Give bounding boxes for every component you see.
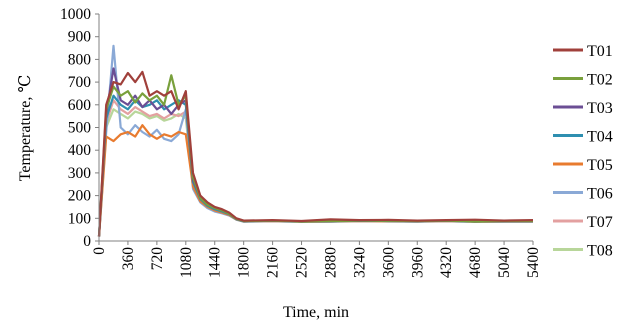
x-tick-label: 5040 bbox=[496, 247, 513, 278]
x-tick-label: 1800 bbox=[236, 247, 253, 278]
tick-labels: 0 100 200 300 400 500 600 700 800 900 1000 0 360 720 1… bbox=[60, 6, 542, 278]
legend-label: T04 bbox=[587, 129, 613, 146]
series-line-t04 bbox=[97, 94, 533, 237]
x-tick-label: 3960 bbox=[409, 247, 426, 278]
series-line-t08 bbox=[97, 108, 533, 237]
legend-label: T03 bbox=[587, 100, 613, 117]
y-tick-label: 0 bbox=[83, 233, 91, 250]
y-axis-label: Temperature, ℃ bbox=[17, 75, 34, 182]
y-tick-label: 300 bbox=[68, 165, 92, 182]
x-tick-label: 2520 bbox=[294, 247, 311, 278]
x-tick-label: 720 bbox=[149, 247, 166, 271]
x-tick-label: 2880 bbox=[322, 247, 339, 278]
x-tick-label: 3600 bbox=[380, 247, 397, 278]
axes bbox=[95, 13, 534, 245]
y-tick-label: 100 bbox=[68, 210, 92, 227]
series-line-t01 bbox=[97, 70, 534, 237]
y-tick-label: 900 bbox=[68, 29, 92, 46]
legend-label: T07 bbox=[587, 214, 613, 231]
y-tick-label: 800 bbox=[68, 51, 92, 68]
x-tick-label: 1440 bbox=[207, 247, 224, 278]
legend-label: T02 bbox=[587, 72, 613, 89]
legend-label: T01 bbox=[587, 43, 613, 60]
y-tick-label: 400 bbox=[68, 142, 92, 159]
x-tick-label: 360 bbox=[120, 247, 137, 271]
y-tick-label: 600 bbox=[68, 97, 92, 114]
x-tick-label: 3240 bbox=[351, 247, 368, 278]
x-tick-label: 1080 bbox=[178, 247, 195, 278]
y-tick-label: 700 bbox=[68, 74, 92, 91]
x-tick-label: 2160 bbox=[265, 247, 282, 278]
legend-label: T08 bbox=[587, 243, 613, 260]
y-tick-label: 500 bbox=[68, 120, 92, 137]
x-tick-label: 0 bbox=[91, 247, 108, 255]
x-tick-label: 4320 bbox=[438, 247, 455, 278]
series-line-t03 bbox=[97, 67, 533, 237]
y-tick-label: 1000 bbox=[60, 6, 91, 23]
legend-label: T06 bbox=[587, 186, 613, 203]
legend: T01 T02 T03 T04 T05 T06 T07 T08 bbox=[553, 43, 613, 260]
legend-label: T05 bbox=[587, 157, 613, 174]
x-tick-label: 5400 bbox=[525, 247, 542, 278]
x-axis-label: Time, min bbox=[283, 304, 349, 321]
plot-lines bbox=[97, 44, 534, 237]
y-tick-label: 200 bbox=[68, 188, 92, 205]
x-tick-label: 4680 bbox=[467, 247, 484, 278]
series-line-t02 bbox=[97, 74, 533, 237]
series-line-t06 bbox=[97, 44, 533, 237]
